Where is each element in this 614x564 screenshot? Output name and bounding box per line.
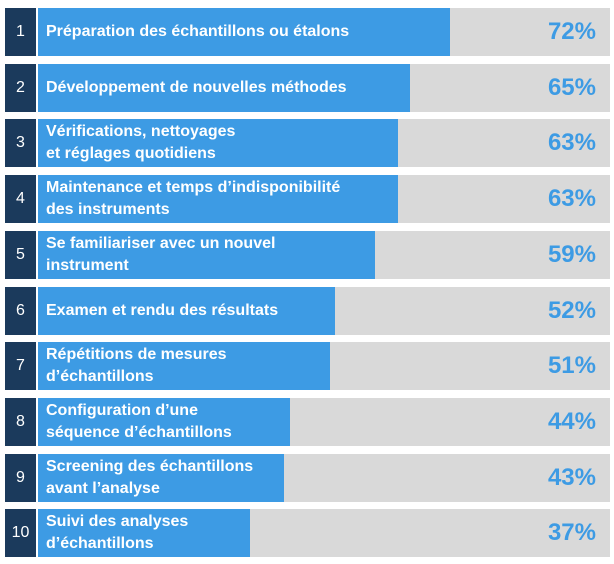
rank-number: 9 <box>5 453 36 502</box>
bar-row: 9 Screening des échantillons avant l’anal… <box>5 453 610 502</box>
bar-label: Maintenance et temps d’indisponibilité d… <box>46 179 341 219</box>
bar-track: Se familiariser avec un nouvel instrumen… <box>38 230 610 279</box>
bar-fill <box>38 230 376 279</box>
bar-fill <box>38 509 250 558</box>
bar-track: Examen et rendu des résultats 52% <box>38 286 610 335</box>
bar-fill <box>38 8 450 56</box>
bar-fill <box>38 286 336 335</box>
bar-track: Développement de nouvelles méthodes 65% <box>38 63 610 112</box>
bar-label: Se familiariser avec un nouvel instrumen… <box>46 234 276 274</box>
bar-label: Vérifications, nettoyages et réglages qu… <box>46 123 236 163</box>
bar-row: 1 Préparation des échantillons ou étalons… <box>5 8 610 56</box>
rank-number: 4 <box>5 175 36 224</box>
bar-track: Configuration d’une séquence d’échantill… <box>38 397 610 446</box>
rank-number: 8 <box>5 397 36 446</box>
bar-fill <box>38 453 284 502</box>
rank-number: 6 <box>5 286 36 335</box>
bar-row: 4 Maintenance et temps d’indisponibilité … <box>5 175 610 224</box>
bar-label: Développement de nouvelles méthodes <box>46 78 347 96</box>
bar-track: Suivi des analyses d’échantillons 37% <box>38 509 610 558</box>
bar-track: Préparation des échantillons ou étalons 7… <box>38 8 610 56</box>
bar-track: Screening des échantillons avant l’analy… <box>38 453 610 502</box>
bar-value: 72% <box>547 18 596 45</box>
bar-row: 6 Examen et rendu des résultats 52% <box>5 286 610 335</box>
bar-row: 7 Répétitions de mesures d’échantillons 51… <box>5 342 610 391</box>
bar-fill <box>38 397 290 446</box>
rank-number: 7 <box>5 342 36 391</box>
bar-row: 8 Configuration d’une séquence d’échantil… <box>5 397 610 446</box>
bar-track: Vérifications, nettoyages et réglages qu… <box>38 119 610 168</box>
bar-value: 63% <box>547 129 596 157</box>
bar-value: 44% <box>547 407 596 435</box>
bar-fill <box>38 175 399 224</box>
bar-value: 59% <box>547 240 596 268</box>
bar-fill <box>38 63 410 112</box>
rank-number: 5 <box>5 230 36 279</box>
bar-fill <box>38 342 330 391</box>
bar-row: 2 Développement de nouvelles méthodes 65% <box>5 63 610 112</box>
bar-value: 37% <box>547 519 596 547</box>
bar-row: 10 Suivi des analyses d’échantillons 37% <box>5 509 610 558</box>
bar-value: 65% <box>547 73 596 101</box>
bar-label: Screening des échantillons avant l’analy… <box>46 457 254 497</box>
bar-label: Préparation des échantillons ou étalons <box>46 23 350 40</box>
bar-label: Examen et rendu des résultats <box>46 301 279 319</box>
bar-value: 63% <box>547 185 596 213</box>
bar-track: Maintenance et temps d’indisponibilité d… <box>38 175 610 224</box>
bar-fill <box>38 119 399 168</box>
bar-row: 3 Vérifications, nettoyages et réglages q… <box>5 119 610 168</box>
rank-number: 10 <box>5 509 36 558</box>
bar-label: Configuration d’une séquence d’échantill… <box>46 401 232 441</box>
bar-value: 43% <box>547 463 596 491</box>
rank-number: 3 <box>5 119 36 168</box>
rank-number: 1 <box>5 8 36 56</box>
bar-value: 51% <box>547 352 596 380</box>
bar-label: Répétitions de mesures d’échantillons <box>46 346 227 386</box>
rank-number: 2 <box>5 63 36 112</box>
bar-row: 5 Se familiariser avec un nouvel instrume… <box>5 230 610 279</box>
bar-value: 52% <box>547 296 596 324</box>
bar-label: Suivi des analyses d’échantillons <box>46 513 189 553</box>
bar-track: Répétitions de mesures d’échantillons 51% <box>38 342 610 391</box>
